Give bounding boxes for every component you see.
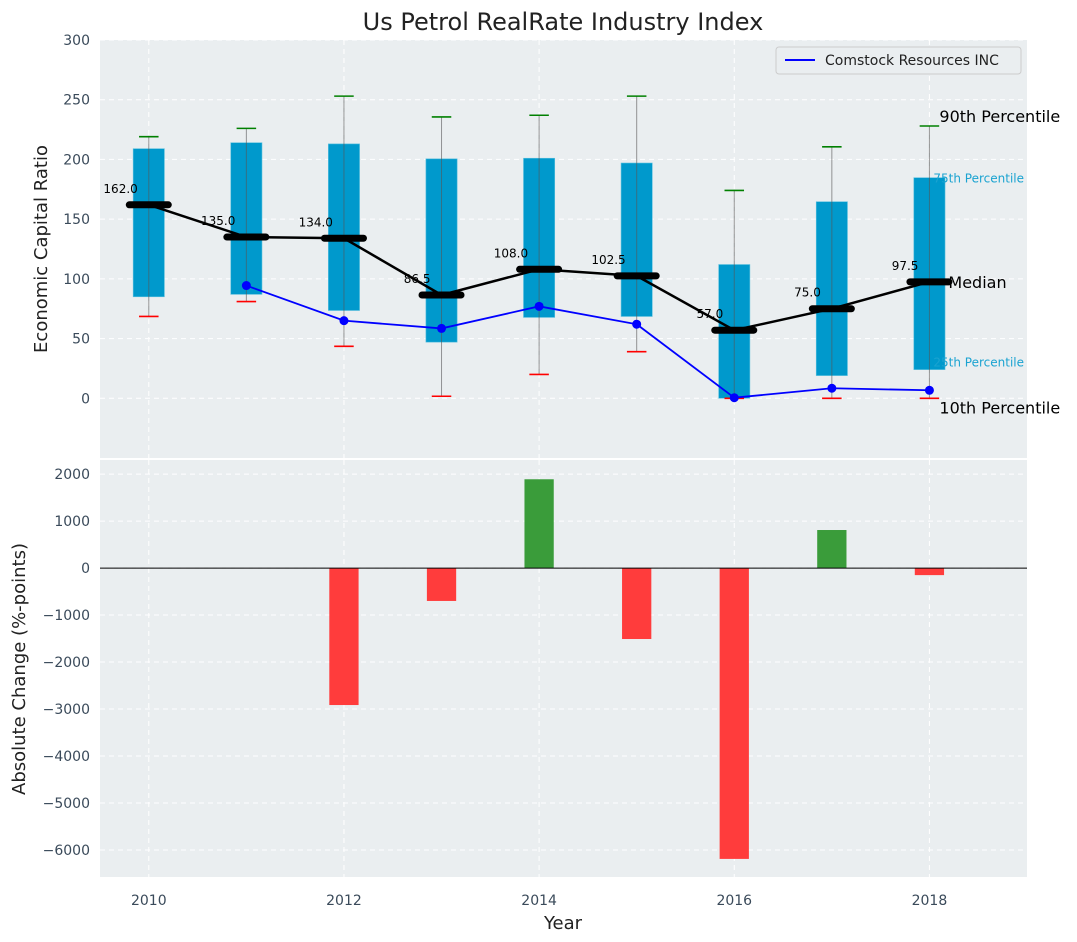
comstock-point-2018 <box>924 385 934 395</box>
bottom-y-tick-label: 0 <box>81 561 90 577</box>
top-y-tick-label: 300 <box>63 33 90 49</box>
bottom-y-tick-label: 2000 <box>54 467 90 483</box>
top-y-axis-label: Economic Capital Ratio <box>31 145 52 353</box>
chart-title: Us Petrol RealRate Industry Index <box>363 8 764 36</box>
legend-label-comstock: Comstock Resources INC <box>825 53 999 69</box>
median-label-2010: 162.0 <box>103 182 137 196</box>
comstock-point-2014 <box>534 301 544 311</box>
comstock-point-2011 <box>241 281 251 291</box>
top-y-tick-label: 250 <box>63 93 90 109</box>
x-tick-label: 2012 <box>326 893 362 909</box>
median-label-2014: 108.0 <box>494 246 528 260</box>
legend-box <box>775 46 1022 75</box>
legend: Comstock Resources INC <box>775 46 1022 75</box>
tick-labels: 0 50 100 150 200 250 300 −6000 −5000 −4000 −3000 −2… <box>43 33 948 909</box>
top-y-tick-label: 0 <box>81 391 90 407</box>
top-y-tick-label: 150 <box>63 212 90 228</box>
annotation-q75: 75th Percentile <box>933 172 1024 186</box>
bottom-y-axis-label: Absolute Change (%-points) <box>9 543 30 795</box>
change-bar-2016 <box>719 568 749 859</box>
change-bar-2013 <box>426 568 457 601</box>
median-label-2012: 134.0 <box>299 215 333 229</box>
bottom-plot <box>100 479 1027 859</box>
change-bar-2012 <box>329 568 359 706</box>
top-plot: 162.0 135.0 134.0 86.5 108.0 102.5 57.0 75.0 97.… <box>103 95 1060 417</box>
median-label-2015: 102.5 <box>591 253 625 267</box>
x-tick-label: 2016 <box>716 893 752 909</box>
bottom-y-tick-label: −1000 <box>43 608 90 624</box>
comstock-point-2017 <box>827 383 837 393</box>
change-bar-2015 <box>622 568 652 640</box>
annotation-p90: 90th Percentile <box>939 107 1060 126</box>
change-bar-2018 <box>914 568 945 576</box>
median-label-2016: 57.0 <box>697 307 724 321</box>
x-tick-label: 2018 <box>912 893 948 909</box>
comstock-point-2016 <box>729 393 739 403</box>
bottom-y-tick-label: −5000 <box>43 796 90 812</box>
annotation-p10: 10th Percentile <box>939 398 1060 417</box>
comstock-line <box>246 284 930 399</box>
bottom-y-tick-label: −4000 <box>43 749 90 765</box>
change-bar-2014 <box>524 479 554 569</box>
bottom-y-tick-label: −2000 <box>43 655 90 671</box>
median-label-2013: 86.5 <box>404 272 431 286</box>
median-label-2017: 75.0 <box>794 286 821 300</box>
x-axis-label: Year <box>543 913 583 934</box>
bottom-y-tick-label: −3000 <box>43 702 90 718</box>
comstock-point-2015 <box>632 319 642 329</box>
top-y-tick-label: 100 <box>63 272 90 288</box>
top-y-tick-label: 200 <box>63 152 90 168</box>
bottom-plot-background <box>100 460 1027 877</box>
median-label-2018: 97.5 <box>892 259 919 273</box>
x-tick-label: 2010 <box>131 893 167 909</box>
x-tick-label: 2014 <box>521 893 557 909</box>
comstock-point-2013 <box>437 323 447 333</box>
comstock-point-2012 <box>339 316 349 326</box>
top-y-tick-label: 50 <box>72 332 90 348</box>
median-label-2011: 135.0 <box>201 214 235 228</box>
bottom-y-tick-label: −6000 <box>43 843 90 859</box>
annotation-median: Median <box>948 273 1006 292</box>
annotation-q25: 25th Percentile <box>933 356 1024 370</box>
bottom-y-tick-label: 1000 <box>54 514 90 530</box>
change-bar-2017 <box>817 530 847 569</box>
